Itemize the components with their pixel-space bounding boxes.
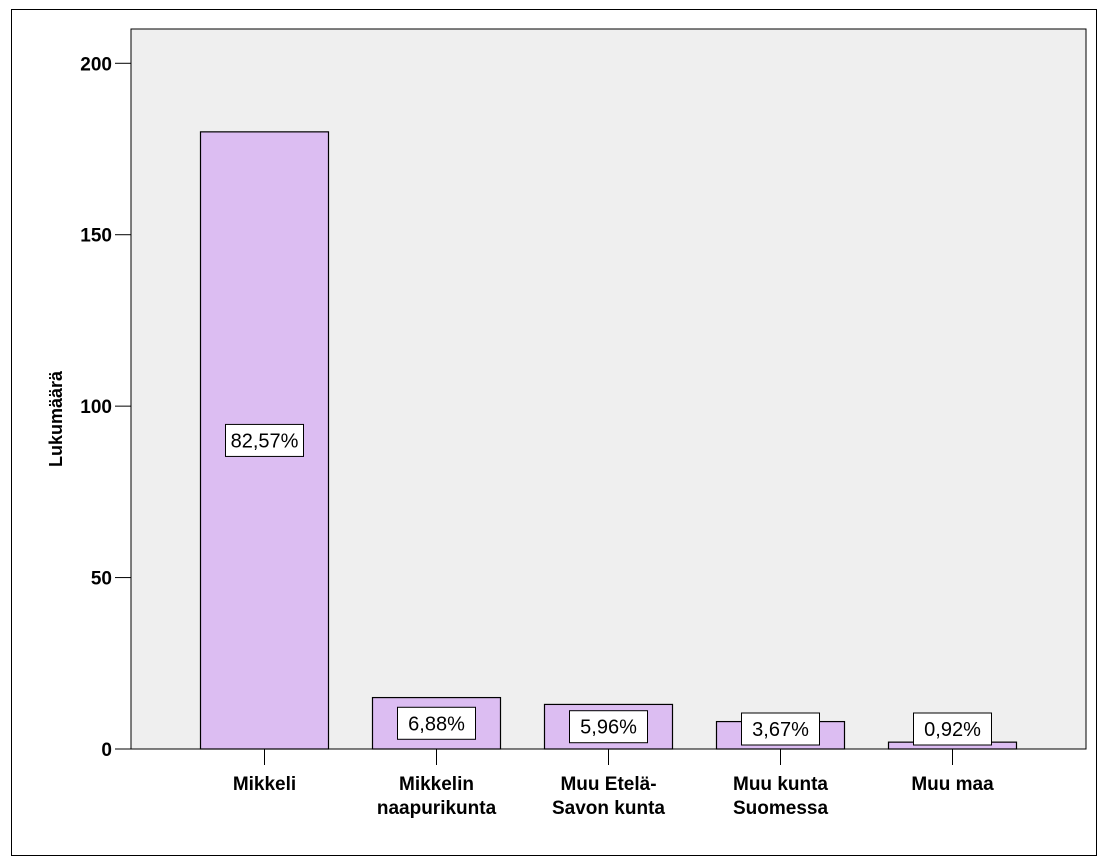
y-tick-label: 100: [80, 397, 112, 418]
y-axis-title: Lukumäärä: [46, 370, 66, 467]
data-label: 0,92%: [924, 719, 981, 741]
data-label-box: [397, 706, 476, 740]
x-tick-label: Mikkeli: [233, 774, 296, 795]
data-label: 82,57%: [231, 430, 299, 452]
y-tick-label: 50: [91, 569, 112, 590]
x-tick-label: Muu maa: [911, 774, 994, 795]
y-tick-label: 150: [80, 226, 112, 247]
data-label-box: [225, 423, 304, 457]
data-label: 6,88%: [408, 713, 465, 735]
data-label-box: [741, 712, 820, 746]
x-tick-label: Muu Etelä-Savon kunta: [552, 774, 665, 819]
data-label: 5,96%: [580, 717, 637, 739]
y-axis: 0 50 100 150 200: [80, 54, 131, 761]
data-label-box: [569, 710, 648, 744]
x-tick-label: Mikkelin naapurikunta: [377, 774, 497, 819]
bars: 82,57% 6,88% 5,96% 3,67% 0,92%: [199, 131, 1018, 750]
y-tick-label: 0: [101, 740, 112, 761]
data-label: 3,67%: [752, 719, 809, 741]
data-label-box: [913, 712, 992, 746]
x-tick-label: Muu kunta Suomessa: [733, 774, 828, 819]
y-tick-label: 200: [80, 54, 112, 75]
category-labels: Mikkeli Mikkelin naapurikunta Muu Etelä-Sav…: [233, 749, 994, 819]
